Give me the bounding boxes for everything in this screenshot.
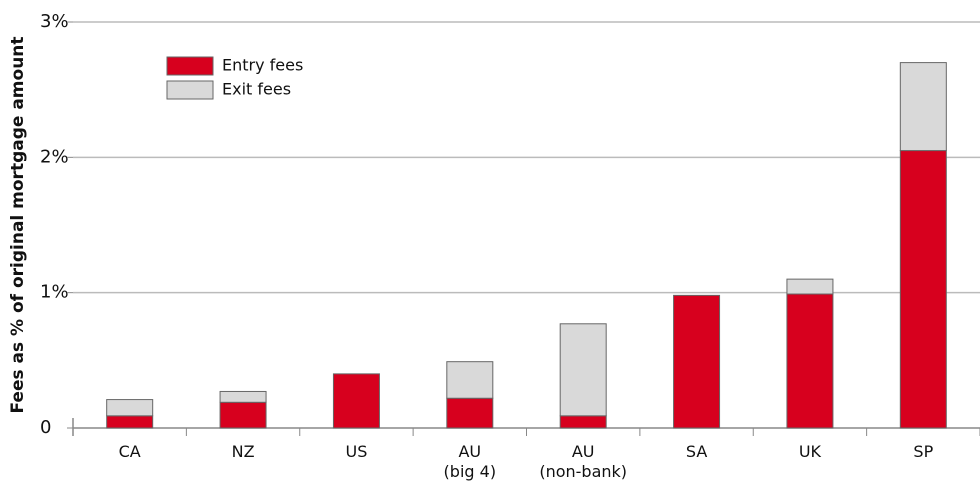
x-tick-label: NZ (231, 442, 255, 461)
x-tick-label: AU (non-bank) (539, 442, 628, 481)
x-tick-label: SA (685, 442, 708, 461)
y-tick-label: 2% (40, 146, 69, 167)
bar-segment (106, 399, 154, 417)
bar-segment (899, 62, 947, 152)
x-tick-label: CA (118, 442, 141, 461)
bar-segment (559, 415, 607, 429)
bar-segment (219, 401, 267, 429)
x-tick-label: UK (798, 442, 822, 461)
bar-segment (446, 397, 494, 429)
bar-segment (106, 415, 154, 429)
bar-segment (559, 323, 607, 417)
legend-swatch (166, 80, 214, 100)
bar-segment (332, 373, 380, 429)
bar-segment (786, 293, 834, 429)
x-tick-label: SP (913, 442, 934, 461)
bar-segment (786, 278, 834, 295)
x-tick-label: US (345, 442, 368, 461)
bar-segment (219, 390, 267, 403)
bar-segment (446, 361, 494, 399)
legend-label: Entry fees (222, 56, 303, 75)
x-tick-label: AU (big 4) (443, 442, 497, 481)
bar-segment (899, 150, 947, 429)
legend-swatch (166, 56, 214, 76)
y-tick-label: 0 (40, 417, 51, 438)
y-tick-label: 1% (40, 282, 69, 303)
y-tick-label: 3% (40, 11, 69, 32)
legend-label: Exit fees (222, 80, 291, 99)
bar-segment (673, 294, 721, 429)
y-axis-label: Fees as % of original mortgage amount (8, 36, 28, 413)
